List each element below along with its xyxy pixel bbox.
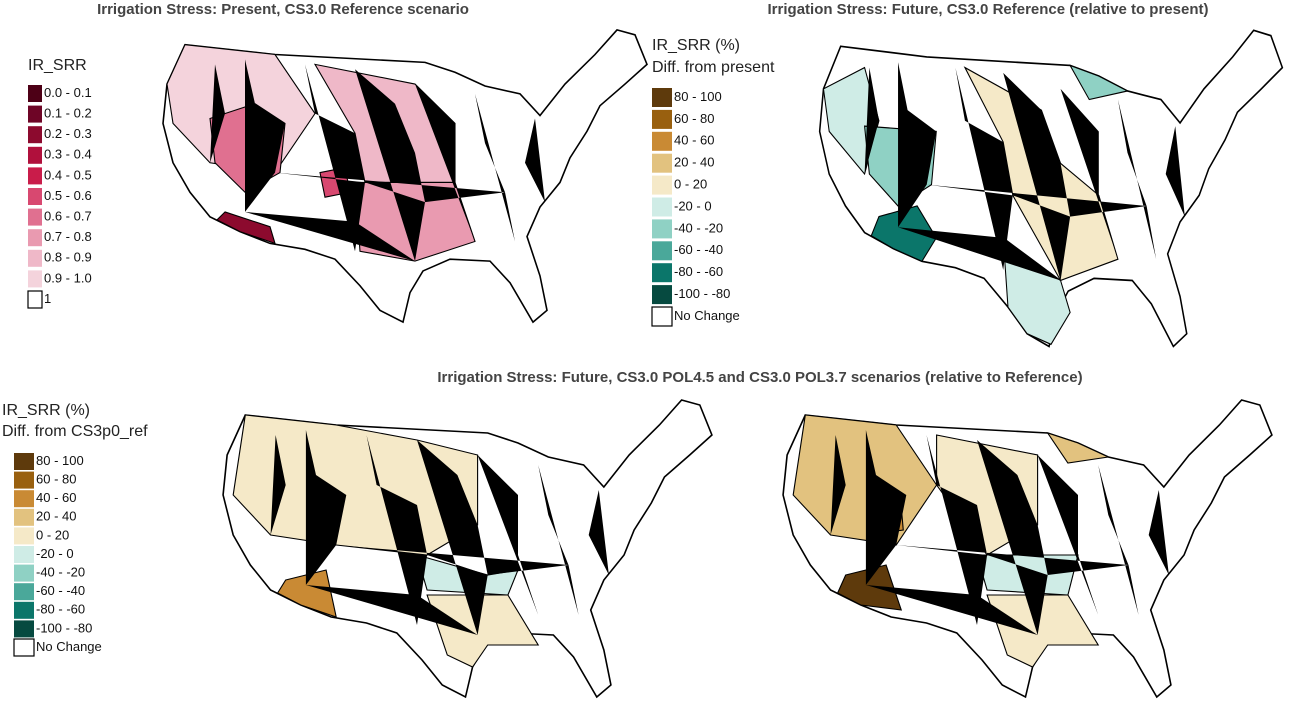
legend-label: 80 - 100 [674,89,722,104]
legend-label: 0.9 - 1.0 [44,270,92,285]
legend-swatch [652,263,672,283]
legend-label: 0.3 - 0.4 [44,147,92,162]
legend-label: No Change [674,308,740,323]
panel-title: Irrigation Stress: Future, CS3.0 Referen… [768,1,1209,18]
legend-label: 40 - 60 [674,133,714,148]
legend-label: -40 - -20 [674,220,723,235]
legend-swatch [28,146,42,164]
map [222,399,713,698]
legend-title: IR_SRR (%) [652,37,740,54]
legend-swatch [14,527,34,545]
legend-swatch [28,126,42,144]
legend-label: -80 - -60 [674,264,723,279]
legend-title: IR_SRR [28,57,87,74]
legend-label: -80 - -60 [36,602,85,617]
legend-label: 0 - 20 [674,177,707,192]
legend-label: No Change [36,639,102,654]
legend-label: 20 - 40 [36,509,76,524]
legends: IR_SRR 0.0 - 0.1 0.1 - 0.2 0.2 - 0.3 0.3 - 0… [2,37,775,657]
legend-swatch [652,241,672,261]
panel-title: Irrigation Stress: Present, CS3.0 Refere… [97,1,469,18]
legend-swatch [14,620,34,638]
legend-swatch [28,208,42,226]
legend-label: 0.4 - 0.5 [44,167,92,182]
legend-swatch [14,564,34,582]
legend-label: 0.6 - 0.7 [44,209,92,224]
legend-swatch [27,290,43,309]
legend-swatch [14,508,34,526]
legend-label: -40 - -20 [36,565,85,580]
map [162,29,648,323]
legend-swatch [652,88,672,107]
legend-label: 1 [44,291,51,306]
legend-swatch [28,249,42,267]
legend-label: 0.0 - 0.1 [44,85,92,100]
legend-swatch [14,583,34,601]
legend-swatch [651,306,673,327]
legend-swatch [14,453,34,470]
legend-swatch [14,601,34,619]
legend-title: Diff. from CS3p0_ref [2,423,148,440]
legend-swatch [14,471,34,489]
legend-label: 0.1 - 0.2 [44,106,92,121]
legend-label: 40 - 60 [36,490,76,505]
legend-label: 0.7 - 0.8 [44,229,92,244]
legend-swatch [13,638,35,657]
legend-label: 0.2 - 0.3 [44,126,92,141]
legend-label: 20 - 40 [674,155,714,170]
legend-label: 60 - 80 [674,111,714,126]
legend-swatch [28,167,42,185]
legend-swatch [652,109,672,129]
legend-swatch [652,285,672,305]
legend-swatch [28,229,42,247]
legend-label: 60 - 80 [36,472,76,487]
legend-swatch [652,131,672,151]
legend-swatch [14,490,34,508]
legend-swatch [28,105,42,123]
legend-swatch [652,153,672,173]
legend-title: Diff. from present [652,59,775,76]
legend-label: 0.5 - 0.6 [44,188,92,203]
legend-label: -100 - -80 [674,286,730,301]
map [782,399,1273,698]
legend-label: 0 - 20 [36,527,69,542]
legend-swatch [652,175,672,195]
legend-swatch [28,270,42,288]
legend-label: 80 - 100 [36,453,84,468]
legend-label: -60 - -40 [36,583,85,598]
legend-label: 0.8 - 0.9 [44,250,92,265]
legend-swatch [28,188,42,205]
legend-title: IR_SRR (%) [2,402,90,419]
legend-label: -100 - -80 [36,620,92,635]
legend-label: -60 - -40 [674,242,723,257]
legend-label: -20 - 0 [36,546,74,561]
panel-title: Irrigation Stress: Future, CS3.0 POL4.5 … [437,369,1082,386]
map [818,29,1284,348]
legend-swatch [652,197,672,217]
legend-swatch [28,85,42,102]
legend-swatch [652,219,672,239]
legend-swatch [14,546,34,563]
legend-label: -20 - 0 [674,198,712,213]
